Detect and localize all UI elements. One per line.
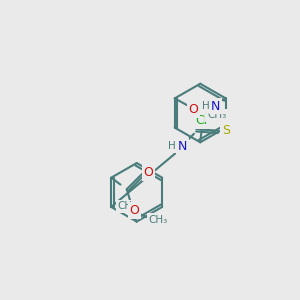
Text: CH₃: CH₃ [118,201,137,211]
Text: CH₃: CH₃ [148,215,167,225]
Text: O: O [143,166,153,179]
Text: H: H [168,141,176,151]
Text: CH₃: CH₃ [207,110,226,120]
Text: S: S [222,124,230,137]
Text: O: O [188,103,198,116]
Text: Cl: Cl [196,114,208,127]
Text: N: N [178,140,187,153]
Text: H: H [202,101,209,111]
Text: O: O [130,204,140,217]
Text: N: N [211,100,220,112]
